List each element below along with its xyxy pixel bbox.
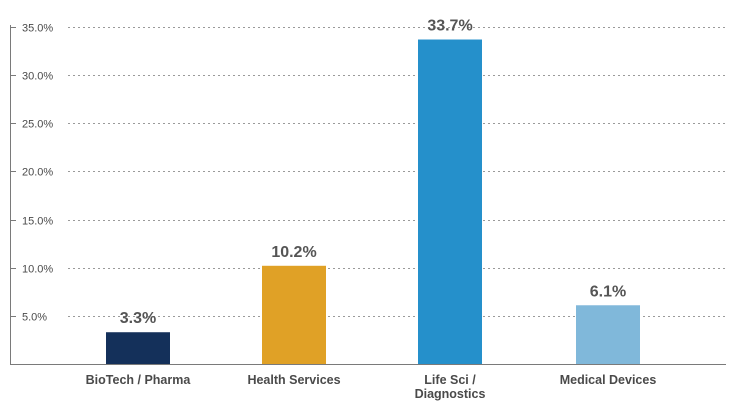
- gridlines: [68, 27, 726, 317]
- y-tick-label: 35.0%: [22, 23, 53, 35]
- axes: [10, 25, 726, 365]
- x-category-label: Health Services: [247, 373, 340, 387]
- bar: [576, 305, 640, 364]
- y-tick-label: 25.0%: [22, 119, 53, 131]
- labels: 5.0% 10.0% 15.0% 20.0% 25.0% 30.0% 35.0% 3.3% Bi…: [22, 18, 656, 401]
- bar: [106, 332, 170, 364]
- x-category-label: Diagnostics: [415, 387, 486, 401]
- y-tick-label: 10.0%: [22, 264, 53, 276]
- data-label: 10.2%: [271, 244, 316, 261]
- x-category-label: Life Sci /: [424, 373, 476, 387]
- x-category-label: Medical Devices: [560, 373, 657, 387]
- y-tick-label: 5.0%: [22, 312, 47, 324]
- y-tick-label: 30.0%: [22, 71, 53, 83]
- bar: [262, 265, 326, 364]
- data-label: 33.7%: [427, 18, 472, 35]
- y-tick-label: 15.0%: [22, 216, 53, 228]
- y-tick-label: 20.0%: [22, 167, 53, 179]
- bars: [106, 39, 640, 364]
- x-category-label: BioTech / Pharma: [86, 373, 192, 387]
- data-label: 6.1%: [590, 283, 626, 300]
- bar: [418, 39, 482, 364]
- data-label: 3.3%: [120, 310, 156, 327]
